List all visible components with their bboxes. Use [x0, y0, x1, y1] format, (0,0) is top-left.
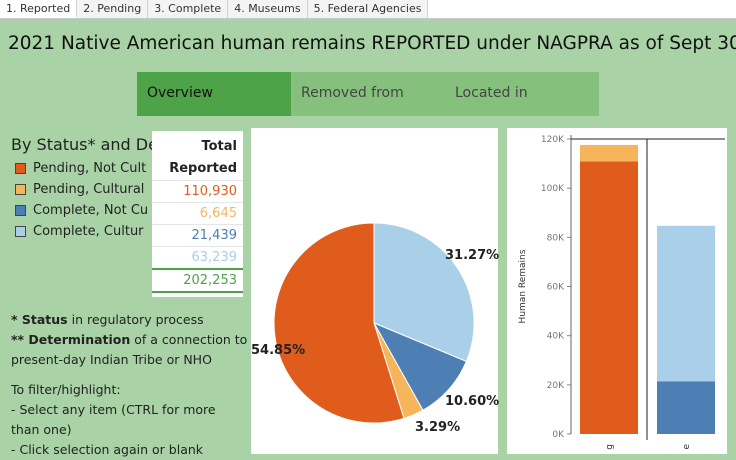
located-in-button[interactable]: Located in [445, 72, 599, 116]
bar-y-tick-label: 60K [547, 283, 565, 293]
tab-pending[interactable]: 2. Pending [77, 0, 149, 18]
filter-line-3: - Click selection again or blank [11, 442, 204, 457]
total-pending-cultural[interactable]: 6,645 [152, 202, 243, 224]
note-determination-line2: present-day Indian Tribe or NHO [11, 352, 212, 367]
totals-table: Total Reported 110,930 6,645 21,439 63,2… [152, 131, 243, 297]
bar-complete-not-culturally-affiliated[interactable] [657, 381, 715, 434]
filter-line-2: than one) [11, 422, 72, 437]
filter-heading: To filter/highlight: [11, 382, 121, 397]
legend: Pending, Not Cult Pending, Cultural Comp… [15, 158, 148, 242]
filter-line-1: - Select any item (CTRL for more [11, 402, 216, 417]
pie-label-complete-cultural: 31.27% [445, 248, 500, 263]
total-complete-cultural[interactable]: 63,239 [152, 246, 243, 268]
legend-label: Pending, Cultural [33, 182, 145, 197]
bar-y-tick-label: 120K [541, 135, 565, 145]
legend-swatch [15, 163, 26, 174]
legend-title: By Status* and De [11, 135, 158, 154]
bar-y-tick-label: 40K [547, 332, 565, 342]
total-pending-not-cult[interactable]: 110,930 [152, 180, 243, 202]
note-status-rest: in regulatory process [67, 312, 204, 327]
page-title: 2021 Native American human remains REPOR… [8, 33, 736, 54]
note-status-bold: * Status [11, 312, 68, 327]
pie-label-complete-not-cult: 10.60% [445, 394, 500, 409]
legend-swatch [15, 184, 26, 195]
legend-item-complete-cultural[interactable]: Complete, Cultur [15, 221, 148, 242]
tab-museums[interactable]: 4. Museums [228, 0, 308, 18]
bar-y-tick-label: 100K [541, 184, 565, 194]
legend-label: Complete, Cultur [33, 224, 144, 239]
total-sum: 202,253 [152, 268, 243, 293]
totals-header-line1: Total [201, 139, 237, 154]
totals-header: Total Reported [152, 136, 243, 180]
bar-x-label-pending: g [605, 444, 615, 450]
overview-button[interactable]: Overview [137, 72, 291, 116]
pie-label-pending-cultural: 3.29% [415, 420, 461, 435]
legend-label: Complete, Not Cu [33, 203, 149, 218]
pie-label-pending-not-cult: 54.85% [251, 343, 306, 358]
legend-item-pending-not-cult[interactable]: Pending, Not Cult [15, 158, 148, 179]
note-det-rest: of a connection to [130, 332, 248, 347]
note-status: * Status in regulatory process [11, 310, 247, 330]
tab-federal-agencies[interactable]: 5. Federal Agencies [307, 0, 429, 18]
bar-y-tick-label: 0K [552, 430, 565, 440]
bar-chart: Human Remains 0K 20K 40K 60K 80K 100K 120K g e [518, 135, 725, 450]
legend-swatch [15, 205, 26, 216]
bar-chart-panel: Human Remains 0K 20K 40K 60K 80K 100K 120K g e [507, 128, 727, 454]
bar-complete-culturally-affiliated[interactable] [657, 225, 715, 382]
pie-slice-pending-not-culturally-affiliated[interactable] [273, 222, 405, 424]
pie-chart [273, 222, 475, 424]
tab-strip: 1. Reported 2. Pending 3. Complete 4. Mu… [0, 0, 736, 19]
note-det-bold: ** Determination [11, 332, 131, 347]
tab-reported[interactable]: 1. Reported [0, 0, 78, 18]
legend-label: Pending, Not Cult [33, 161, 147, 176]
legend-item-complete-not-cult[interactable]: Complete, Not Cu [15, 200, 148, 221]
bar-pending-culturally-affiliated[interactable] [580, 144, 638, 162]
total-complete-not-cult[interactable]: 21,439 [152, 224, 243, 246]
pie-slice-complete-culturally-affiliated[interactable] [373, 222, 475, 363]
note-determination: ** Determination of a connection to [11, 330, 247, 350]
totals-header-line2: Reported [169, 161, 237, 176]
bar-y-axis-label: Human Remains [518, 249, 528, 323]
removed-from-button[interactable]: Removed from [291, 72, 445, 116]
bar-x-label-complete: e [682, 444, 692, 450]
pie-chart-panel: 31.27% 54.85% 10.60% 3.29% [251, 128, 500, 454]
tab-complete[interactable]: 3. Complete [148, 0, 229, 18]
bar-y-tick-label: 80K [547, 233, 565, 243]
notes: * Status in regulatory process ** Determ… [11, 310, 247, 460]
bar-pending-not-culturally-affiliated[interactable] [580, 161, 638, 434]
legend-swatch [15, 226, 26, 237]
legend-item-pending-cultural[interactable]: Pending, Cultural [15, 179, 148, 200]
bar-y-tick-label: 20K [547, 381, 565, 391]
